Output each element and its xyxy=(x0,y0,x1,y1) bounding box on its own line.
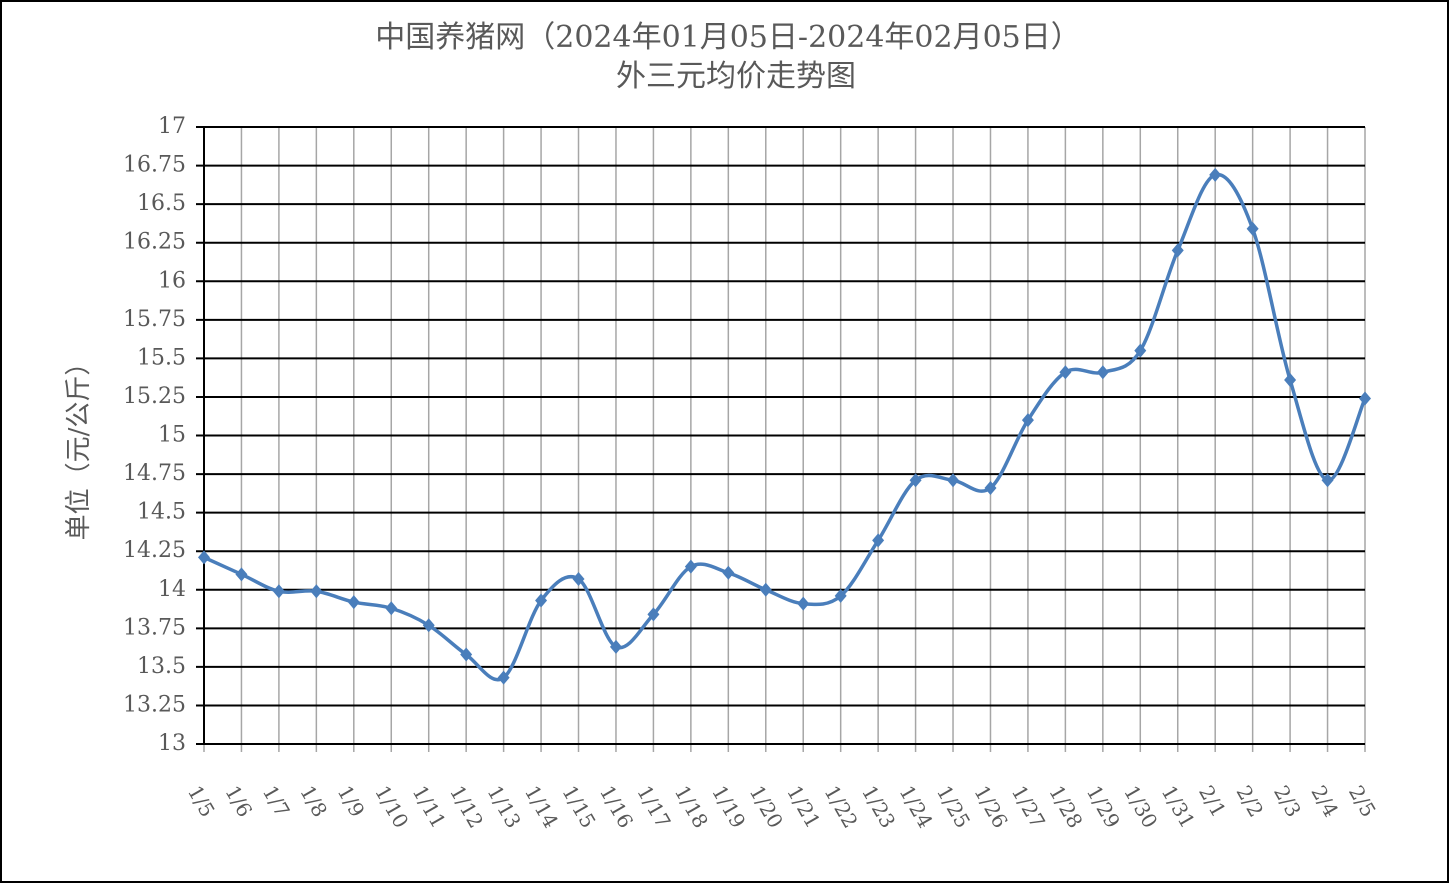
chart-title: 中国养猪网（2024年01月05日-2024年02月05日） xyxy=(375,20,1081,55)
marker xyxy=(198,550,210,565)
marker xyxy=(272,584,285,599)
marker xyxy=(947,473,960,488)
y-tick-label: 13 xyxy=(158,731,186,756)
marker xyxy=(347,595,360,610)
y-tick-label: 16.5 xyxy=(137,191,186,216)
marker xyxy=(1059,365,1072,380)
marker xyxy=(647,607,660,622)
marker xyxy=(1284,372,1297,387)
y-tick-label: 14.5 xyxy=(137,500,186,525)
marker xyxy=(797,596,810,611)
marker xyxy=(235,567,248,582)
marker xyxy=(460,647,473,662)
marker xyxy=(872,533,885,548)
y-tick-label: 16.25 xyxy=(123,230,186,255)
y-tick-label: 15.25 xyxy=(123,384,186,409)
marker xyxy=(1359,391,1371,406)
y-tick-label: 13.75 xyxy=(123,615,186,640)
y-tick-label: 14 xyxy=(158,577,186,602)
marker xyxy=(422,618,435,633)
marker xyxy=(535,593,548,608)
y-tick-label: 15.5 xyxy=(137,345,186,370)
y-tick-label: 13.25 xyxy=(123,692,186,717)
marker xyxy=(1096,365,1109,380)
y-tick-label: 16.75 xyxy=(123,153,186,178)
y-tick-label: 16 xyxy=(158,268,186,293)
y-tick-label: 14.25 xyxy=(123,538,186,563)
marker xyxy=(722,565,735,580)
marker xyxy=(1209,167,1222,182)
marker xyxy=(572,571,585,586)
marker xyxy=(909,473,922,488)
marker xyxy=(834,588,847,603)
marker xyxy=(497,670,510,685)
y-tick-label: 17 xyxy=(158,114,186,139)
marker xyxy=(310,584,323,599)
line xyxy=(203,172,1367,682)
marker xyxy=(1171,243,1184,258)
y-tick-label: 13.5 xyxy=(137,654,186,679)
marker xyxy=(1021,413,1034,428)
marker xyxy=(385,601,398,616)
y-tick-label: 14.75 xyxy=(123,461,186,486)
marker xyxy=(1134,343,1147,358)
marker xyxy=(1246,221,1259,236)
marker xyxy=(609,639,622,654)
marker xyxy=(984,480,997,495)
y-tick-label: 15 xyxy=(158,423,186,448)
marker xyxy=(759,582,772,597)
chart-subtitle: 外三元均价走势图 xyxy=(616,59,856,94)
y-tick-label: 15.75 xyxy=(123,307,186,332)
marker xyxy=(1321,473,1334,488)
y-axis-label: 单位（元/公斤） xyxy=(64,350,94,541)
marker xyxy=(684,559,697,574)
